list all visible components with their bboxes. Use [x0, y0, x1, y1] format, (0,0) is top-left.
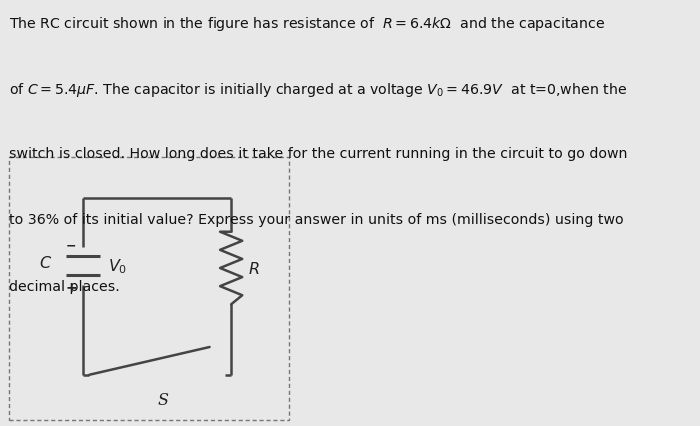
Text: $C$: $C$ [39, 254, 52, 271]
Text: +: + [65, 281, 77, 294]
Text: to 36% of its initial value? Express your answer in units of ms (milliseconds) u: to 36% of its initial value? Express you… [8, 213, 623, 227]
Text: decimal places.: decimal places. [8, 279, 120, 293]
Text: switch is closed. How long does it take for the current running in the circuit t: switch is closed. How long does it take … [8, 147, 627, 161]
Text: $R$: $R$ [248, 260, 260, 277]
Text: The RC circuit shown in the figure has resistance of  $R = 6.4k\Omega$  and the : The RC circuit shown in the figure has r… [8, 15, 605, 33]
Text: of $C = 5.4\mu F$. The capacitor is initially charged at a voltage $V_0 = 46.9V$: of $C = 5.4\mu F$. The capacitor is init… [8, 81, 626, 99]
Text: S: S [158, 391, 169, 408]
Text: $V_0$: $V_0$ [108, 257, 127, 276]
Text: −: − [66, 239, 76, 251]
